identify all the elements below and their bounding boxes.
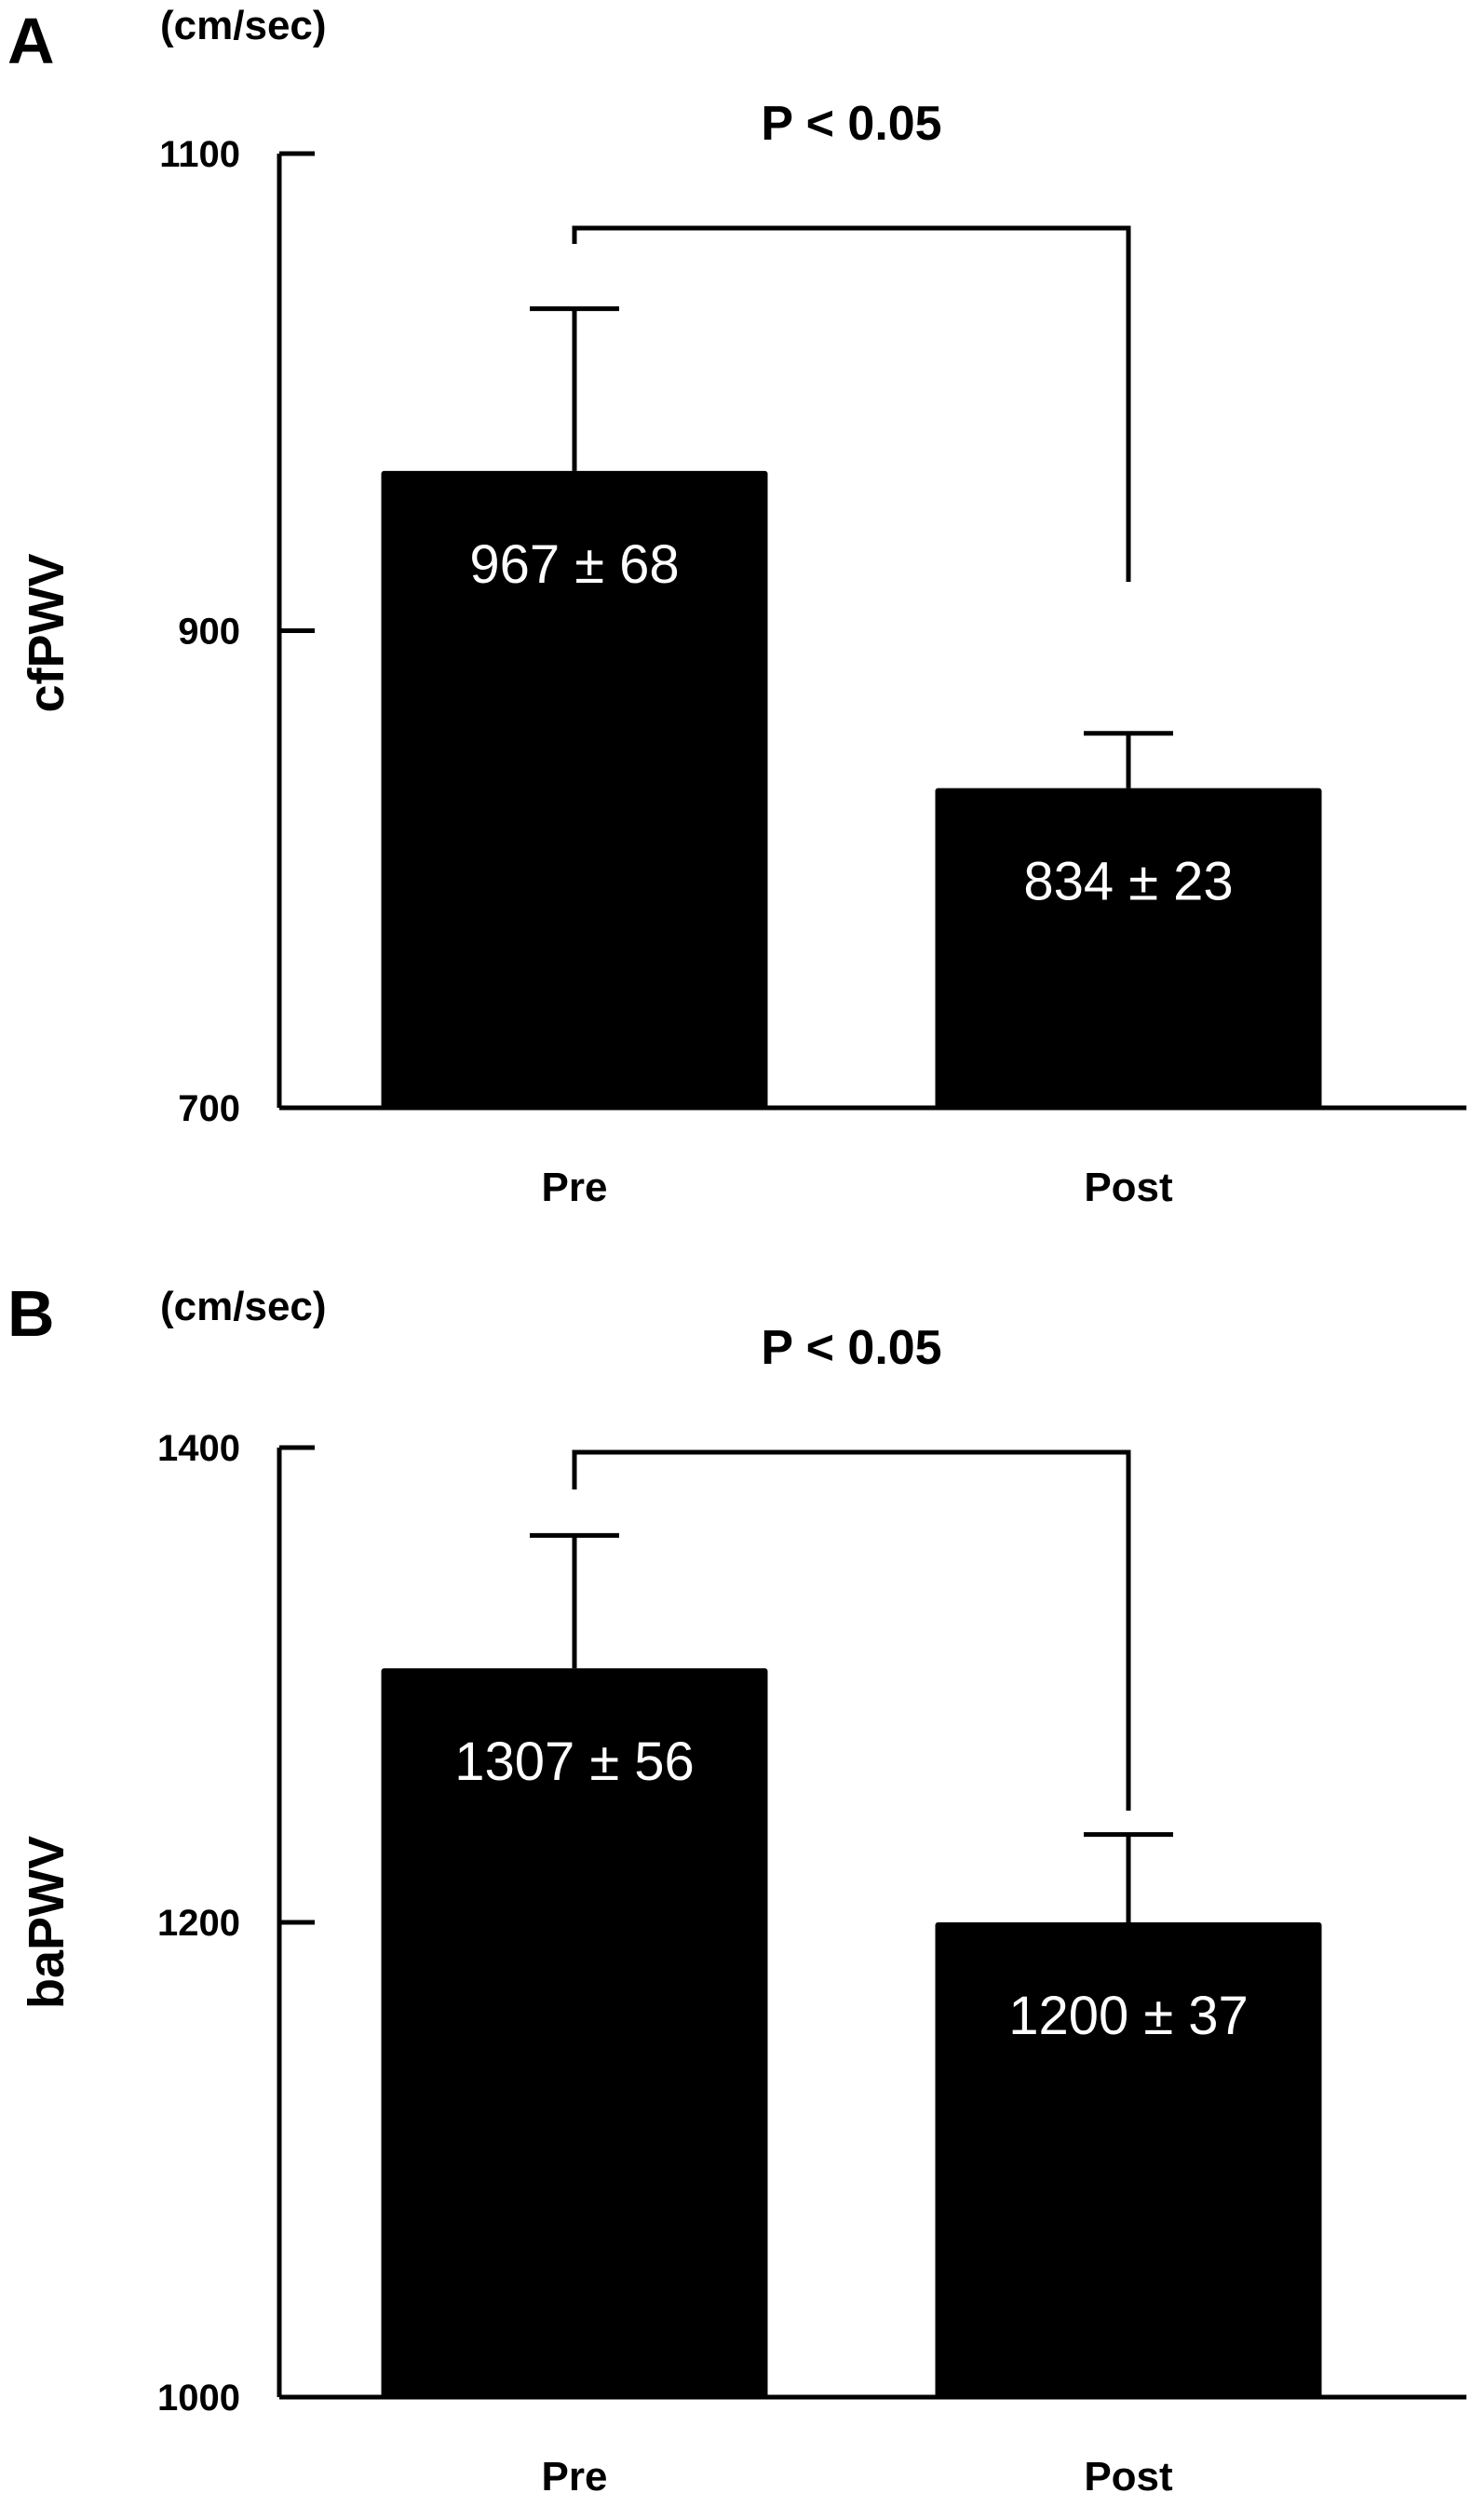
significance-bracket: [572, 1449, 1131, 1811]
unit-label: (cm/sec): [160, 1284, 327, 1329]
bar-value-label: 967 ± 68: [469, 534, 679, 595]
bar: [381, 470, 768, 1108]
x-category-label: Pre: [542, 1165, 608, 1210]
significance-label: P < 0.05: [761, 1321, 941, 1375]
bar: [935, 788, 1322, 1108]
bar: [935, 1922, 1322, 2397]
y-tick-label: 700: [178, 1088, 240, 1129]
x-category-label: Post: [1084, 2454, 1173, 2500]
panel-letter: B: [7, 1277, 55, 1350]
bar-value-label: 1307 ± 56: [454, 1732, 695, 1792]
significance-label: P < 0.05: [761, 97, 941, 151]
y-tick-label: 900: [178, 612, 240, 653]
y-axis-label: cfPWV: [19, 553, 74, 712]
panel-letter: A: [7, 5, 55, 77]
y-tick-label: 1400: [157, 1428, 240, 1469]
y-tick-label: 1000: [157, 2378, 240, 2419]
bar-value-label: 1200 ± 37: [1008, 1986, 1249, 2046]
bar-value-label: 834 ± 23: [1023, 852, 1233, 912]
y-axis-label: baPWV: [19, 1836, 74, 2009]
y-tick-label: 1200: [157, 1903, 240, 1944]
significance-bracket: [572, 225, 1131, 582]
bar: [381, 1668, 768, 2397]
y-tick-label: 1100: [159, 134, 240, 175]
panel-b: 1000 1200 1400 B (cm/sec) baPWV 1307 ± 56 Pre 12…: [7, 1277, 1466, 2500]
unit-label: (cm/sec): [160, 3, 327, 48]
x-category-label: Pre: [542, 2454, 608, 2500]
panel-a: 700 900 1100 A (cm/sec) cfPWV 967 ± 68 Pre 834 ±…: [7, 3, 1466, 1210]
x-category-label: Post: [1084, 1165, 1173, 1210]
